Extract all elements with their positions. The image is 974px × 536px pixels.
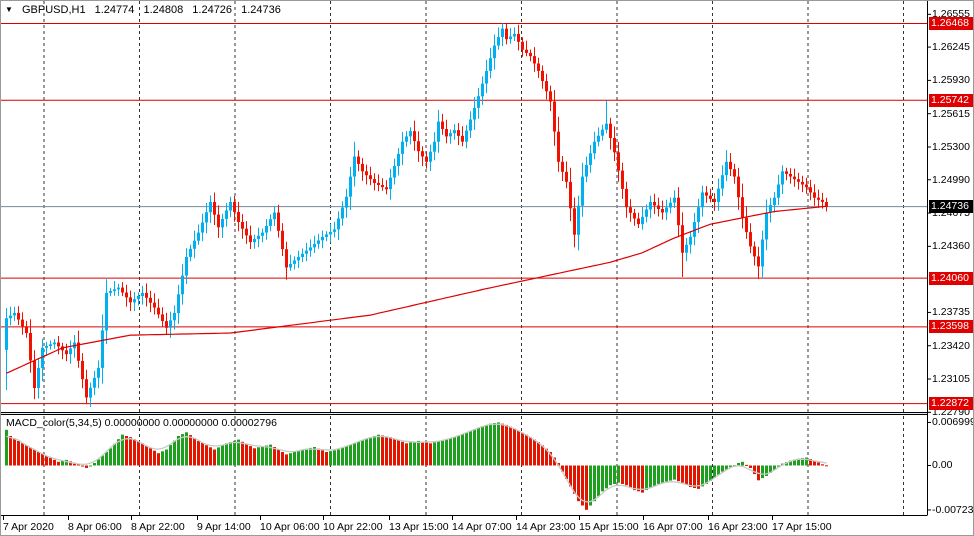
price-tick-label: 1.24990 <box>932 173 970 186</box>
price-tick-label: 1.23105 <box>932 373 970 386</box>
macd-value-2: 0.00000000 <box>163 417 219 429</box>
moving-average-line <box>6 205 827 374</box>
time-axis-label: 17 Apr 15:00 <box>772 521 832 533</box>
price-tick-label: 1.25300 <box>932 140 970 153</box>
macd-value-3: 0.00002796 <box>221 417 277 429</box>
time-axis-label: 10 Apr 22:00 <box>323 521 383 533</box>
macd-value-1: 0.00000000 <box>104 417 161 429</box>
time-axis-label: 16 Apr 07:00 <box>643 521 703 533</box>
price-level-badge: 1.25742 <box>929 93 973 107</box>
price-level-badge: 1.22872 <box>929 397 973 411</box>
price-tick-label: 1.23735 <box>932 306 970 319</box>
macd-name: MACD_color(5,34,5) <box>6 417 102 429</box>
macd-histogram <box>5 422 828 510</box>
time-axis-label: 8 Apr 06:00 <box>68 521 122 533</box>
macd-tick-label: 0.00 <box>932 459 953 472</box>
quote-high: 1.24808 <box>143 4 184 16</box>
time-axis-label: 8 Apr 22:00 <box>131 521 185 533</box>
symbol-label: GBPUSD,H1 <box>21 4 86 16</box>
price-tick-label: 1.24360 <box>932 240 970 253</box>
time-axis-label: 14 Apr 23:00 <box>516 521 576 533</box>
time-axis-label: 9 Apr 14:00 <box>197 521 251 533</box>
time-axis-label: 15 Apr 15:00 <box>579 521 639 533</box>
price-level-badge: 1.24060 <box>929 271 973 285</box>
price-level-badge: 1.26468 <box>929 17 973 31</box>
macd-tick-label: -0.0072310 <box>932 503 974 516</box>
price-tick-label: 1.25930 <box>932 74 970 87</box>
quote-open: 1.24774 <box>94 4 135 16</box>
macd-indicator-label: MACD_color(5,34,5) 0.00000000 0.00000000… <box>6 417 277 429</box>
time-axis-label: 13 Apr 15:00 <box>389 521 449 533</box>
time-axis-label: 10 Apr 06:00 <box>260 521 320 533</box>
quote-low: 1.24726 <box>192 4 233 16</box>
quote-close: 1.24736 <box>241 4 281 16</box>
time-axis-label: 14 Apr 07:00 <box>452 521 512 533</box>
current-price-badge: 1.24736 <box>929 200 973 214</box>
chevron-down-icon[interactable]: ▼ <box>5 5 13 14</box>
symbol-header: ▼ GBPUSD,H1 1.24774 1.24808 1.24726 1.24… <box>5 4 287 16</box>
macd-signal-line <box>6 423 827 503</box>
candles <box>5 23 828 407</box>
price-level-badge: 1.23598 <box>929 320 973 334</box>
price-tick-label: 1.23420 <box>932 339 970 352</box>
time-axis-label: 16 Apr 23:00 <box>708 521 768 533</box>
time-axis-label: 7 Apr 2020 <box>3 521 54 533</box>
price-tick-label: 1.25615 <box>932 107 970 120</box>
price-tick-label: 1.26245 <box>932 41 970 54</box>
macd-tick-label: 0.0069992 <box>932 416 973 429</box>
